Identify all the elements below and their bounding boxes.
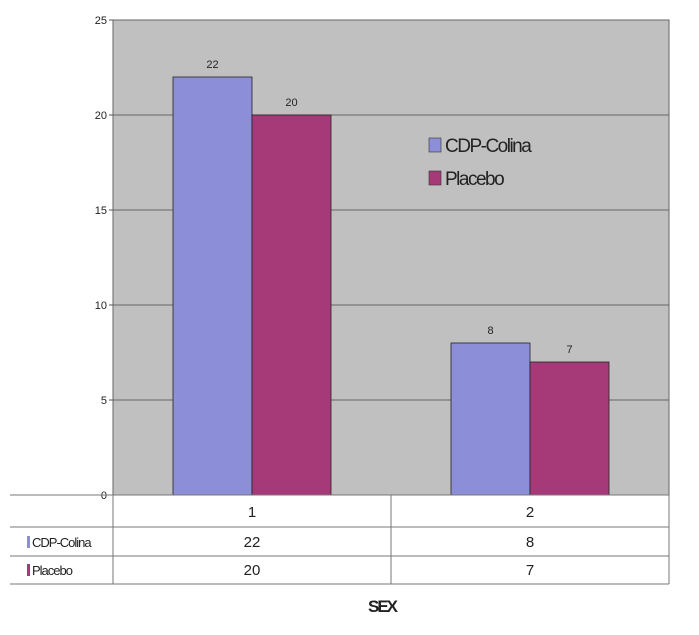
data-label-cdp-colina-2: 8 [487, 325, 493, 337]
y-tick-label: 5 [101, 395, 107, 407]
legend-swatch-cdp-colina [428, 137, 442, 153]
bars: 22 20 8 7 [172, 59, 610, 496]
bar-cdp-colina-2 [450, 342, 531, 496]
legend-box [420, 124, 560, 200]
x-axis-title: SEX [368, 597, 399, 616]
y-tick-label: 15 [95, 205, 107, 217]
bar-chart: 0 5 10 15 20 25 22 20 8 7 CDP-Colina Placebo 1 2… [10, 15, 670, 616]
table-cell-cdp-colina-1: 22 [244, 534, 261, 551]
legend: CDP-Colina Placebo [420, 124, 560, 200]
y-tick-label: 10 [95, 300, 107, 312]
legend-label-placebo: Placebo [445, 169, 504, 190]
data-label-placebo-1: 20 [285, 97, 297, 109]
table-row-swatch-cdp-colina [27, 536, 30, 548]
bar-placebo-1 [251, 114, 332, 496]
data-table: 1 2 CDP-Colina 22 8 Placebo 20 7 [10, 494, 670, 585]
y-axis: 0 5 10 15 20 25 [95, 15, 113, 502]
table-cell-cdp-colina-2: 8 [526, 534, 534, 551]
chart-frame: 0 5 10 15 20 25 22 20 8 7 CDP-Colina Placebo 1 2… [10, 6, 694, 626]
table-row-label-cdp-colina: CDP-Colina [32, 535, 92, 550]
table-header-category-2: 2 [526, 504, 534, 521]
y-tick-label: 0 [101, 490, 107, 502]
bar-cdp-colina-1 [172, 76, 253, 496]
table-header-category-1: 1 [248, 504, 256, 521]
data-label-cdp-colina-1: 22 [206, 59, 218, 71]
table-cell-placebo-2: 7 [526, 562, 534, 579]
y-tick-label: 25 [95, 15, 107, 27]
legend-swatch-placebo [428, 170, 442, 186]
bar-placebo-2 [529, 361, 610, 496]
data-label-placebo-2: 7 [566, 344, 572, 356]
table-row-label-placebo: Placebo [32, 563, 73, 578]
y-tick-label: 20 [95, 110, 107, 122]
legend-label-cdp-colina: CDP-Colina [445, 136, 532, 157]
table-row-swatch-placebo [27, 564, 30, 576]
table-cell-placebo-1: 20 [244, 562, 261, 579]
